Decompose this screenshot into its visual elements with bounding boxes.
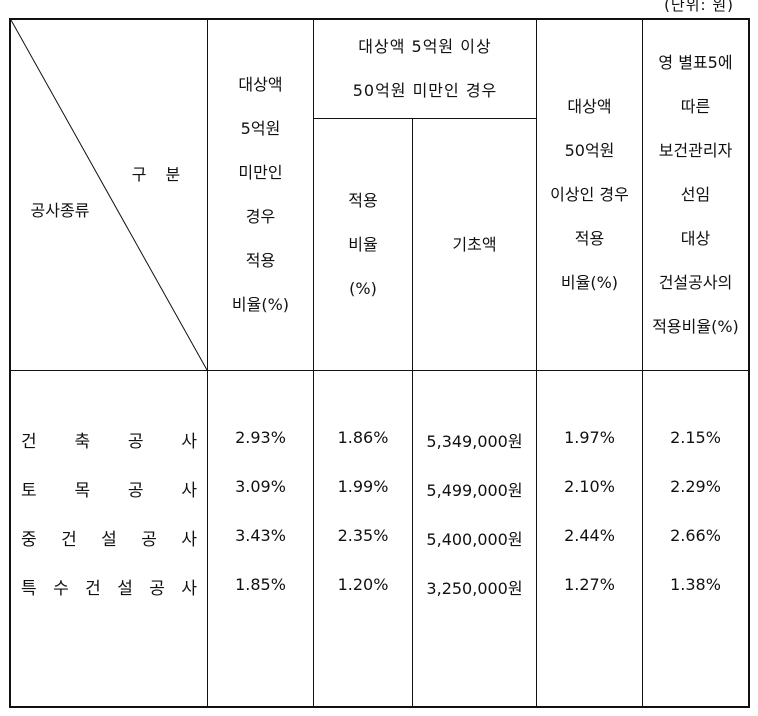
row-label-char: 사 <box>181 530 197 550</box>
cell-c4: 2.44% <box>564 526 615 545</box>
header-col4: 대상액 50억원 이상인 경우 적용 비율(%) <box>550 97 629 292</box>
row-label-char: 사 <box>181 481 197 501</box>
row-label-char: 중 <box>21 530 37 550</box>
column-divider <box>536 20 537 706</box>
row-label-char: 공 <box>149 579 165 599</box>
header-divider <box>11 370 748 371</box>
unit-note: (단위: 원) <box>664 0 734 14</box>
cell-c3: 5,400,000원 <box>426 530 523 549</box>
corner-bottom-label: 공사종류 <box>30 201 90 220</box>
cell-c5: 1.38% <box>670 575 721 594</box>
row-label-char: 건 <box>85 579 101 599</box>
cell-c2: 1.20% <box>337 575 389 594</box>
cell-c2: 2.35% <box>337 526 389 545</box>
row-label-char: 수 <box>53 579 69 599</box>
row-label-char: 공 <box>141 530 157 550</box>
header-col2: 적용 비율 (%) <box>348 190 378 298</box>
column-divider <box>412 118 413 706</box>
cell-c1: 1.85% <box>235 575 286 594</box>
row-label-char: 사 <box>181 579 197 599</box>
row-label-char: 사 <box>181 432 197 452</box>
cell-c3: 5,499,000원 <box>426 481 523 500</box>
row-label-char: 설 <box>101 530 117 550</box>
cell-c4: 2.10% <box>564 477 615 496</box>
cell-c4: 1.27% <box>564 575 615 594</box>
cell-c2: 1.99% <box>337 477 389 496</box>
row-label-char: 공 <box>127 481 144 501</box>
cell-c1: 2.93% <box>235 428 286 447</box>
cell-c1: 3.43% <box>235 526 286 545</box>
header-col3: 기초액 <box>452 234 497 254</box>
column-divider <box>207 20 208 706</box>
row-label-char: 토 <box>21 481 37 501</box>
rate-table: 구 분 공사종류 대상액 5억원 미만인 경우 적용 비율(%) 대상액 5억원… <box>9 18 750 708</box>
cell-c3: 5,349,000원 <box>426 432 523 451</box>
cell-c3: 3,250,000원 <box>426 579 523 598</box>
group-divider <box>313 118 536 119</box>
row-label-char: 공 <box>127 432 144 452</box>
column-divider <box>642 20 643 706</box>
cell-c5: 2.66% <box>670 526 721 545</box>
row-label-char: 건 <box>21 432 37 452</box>
header-group-title: 대상액 5억원 이상 50억원 미만인 경우 <box>352 37 498 100</box>
column-divider <box>313 20 314 706</box>
header-col1: 대상액 5억원 미만인 경우 적용 비율(%) <box>231 75 290 314</box>
cell-c5: 2.29% <box>670 477 721 496</box>
cell-c1: 3.09% <box>235 477 286 496</box>
cell-c5: 2.15% <box>670 428 721 447</box>
row-label-char: 목 <box>74 481 91 501</box>
row-label-char: 건 <box>61 530 77 550</box>
row-label-char: 축 <box>74 432 91 452</box>
cell-c2: 1.86% <box>337 428 389 447</box>
cell-c4: 1.97% <box>564 428 615 447</box>
row-label-char: 특 <box>21 579 37 599</box>
corner-diagonal <box>11 20 208 371</box>
corner-top-label: 구 분 <box>131 165 181 184</box>
row-label-char: 설 <box>117 579 133 599</box>
header-col5: 영 별표5에 따른 보건관리자 선임 대상 건설공사의 적용비율(%) <box>652 53 739 336</box>
